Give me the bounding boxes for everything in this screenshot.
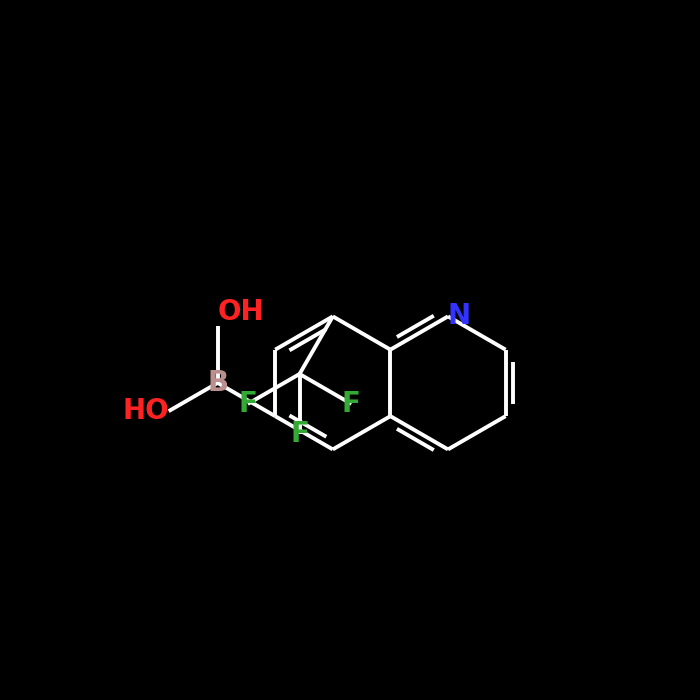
Text: F: F [290,420,309,448]
Text: B: B [207,369,228,397]
Text: HO: HO [122,397,169,425]
Text: F: F [342,390,360,418]
Text: F: F [238,390,257,418]
Text: OH: OH [218,298,265,326]
Text: N: N [448,302,471,330]
